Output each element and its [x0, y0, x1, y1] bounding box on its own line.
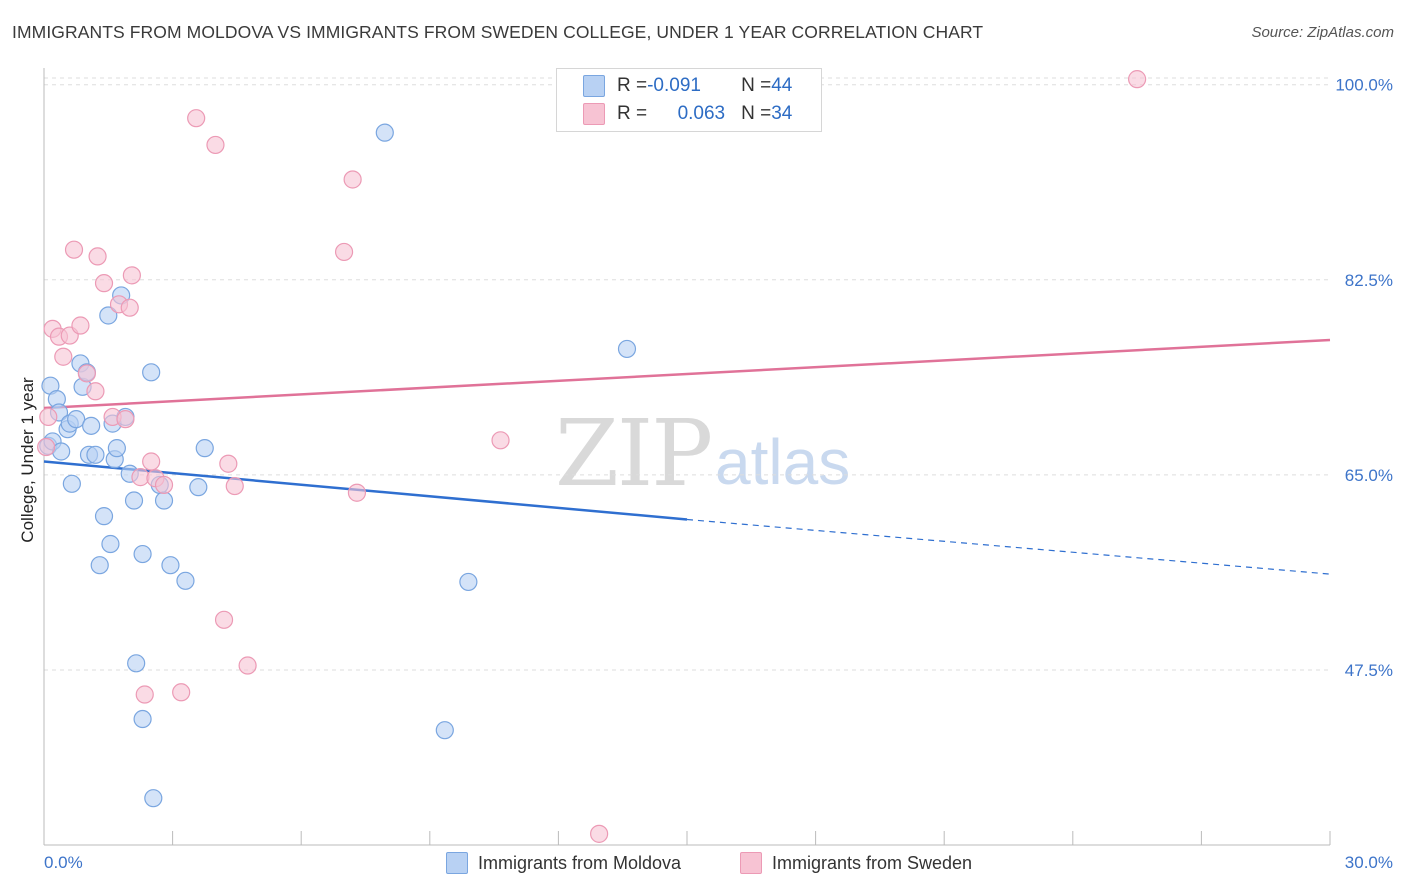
sweden-point: [122, 266, 141, 285]
sweden-point: [172, 683, 191, 702]
moldova-point: [189, 478, 208, 497]
source-label: Source: ZipAtlas.com: [1251, 24, 1394, 41]
moldova-point: [82, 416, 101, 435]
moldova-point: [99, 306, 118, 325]
legend-label-sweden: Immigrants from Sweden: [772, 852, 973, 873]
moldova-point: [101, 534, 120, 554]
sweden-swatch: [740, 852, 762, 874]
r-value: -0.091: [647, 75, 701, 96]
moldova-point: [90, 556, 109, 575]
chart-title: IMMIGRANTS FROM MOLDOVA VS IMMIGRANTS FR…: [12, 22, 984, 42]
n-value: 34: [771, 103, 793, 124]
sweden-swatch: [583, 103, 605, 125]
moldova-point: [195, 439, 214, 458]
sweden-point: [94, 274, 114, 293]
tick-labels: 47.5% 65.0% 82.5% 100.0% 0.0% 30.0%: [44, 76, 1393, 872]
y-axis-label: College, Under 1 year: [18, 377, 37, 543]
sweden-point: [39, 407, 58, 427]
sweden-point: [88, 247, 107, 266]
n-label: N =: [741, 103, 772, 124]
stats-row-sweden: R = 0.063 N = 34: [583, 101, 792, 127]
sweden-point: [347, 483, 367, 502]
sweden-point: [491, 431, 510, 450]
watermark-zip: ZIP: [555, 400, 713, 507]
sweden-point: [206, 135, 225, 155]
sweden-point: [131, 468, 150, 487]
moldova-point: [617, 339, 637, 359]
legend: Immigrants from Moldova Immigrants from …: [0, 852, 1406, 880]
moldova-point: [107, 439, 126, 458]
moldova-swatch: [446, 852, 468, 874]
sweden-point: [135, 685, 154, 704]
moldova-point: [52, 442, 71, 461]
x-tick-label: 30.0%: [1345, 853, 1393, 872]
moldova-point: [161, 556, 180, 575]
sweden-point: [86, 382, 105, 401]
r-value: 0.063: [677, 103, 726, 124]
moldova-point: [144, 789, 163, 808]
sweden-point: [1127, 70, 1147, 89]
n-label: N =: [741, 75, 772, 96]
sweden-point: [64, 240, 84, 259]
r-label: R =: [617, 75, 648, 96]
moldova-point: [176, 571, 195, 590]
sweden-point: [219, 454, 238, 473]
sweden-point: [77, 364, 96, 383]
axes: [43, 68, 1331, 846]
sweden-point: [116, 410, 135, 429]
sweden-point: [154, 475, 174, 495]
moldova-point: [86, 445, 105, 464]
stats-row-moldova: R = -0.091 N = 44: [583, 73, 792, 99]
moldova-point: [375, 123, 394, 142]
moldova-point: [133, 709, 152, 729]
x-tick-label: 0.0%: [44, 853, 83, 872]
legend-label-moldova: Immigrants from Moldova: [478, 852, 682, 873]
moldova-point: [142, 363, 161, 382]
moldova-point: [459, 572, 478, 592]
moldova-point: [154, 491, 174, 510]
watermark-atlas: atlas: [715, 426, 851, 498]
moldova-point: [94, 507, 114, 526]
sweden-point: [142, 452, 161, 471]
sweden-point: [71, 316, 90, 335]
sweden-point: [334, 242, 354, 262]
r-label: R =: [617, 103, 648, 124]
sweden-point: [54, 347, 73, 366]
data-points: [37, 70, 1147, 843]
moldova-trend-line-extension: [686, 518, 1331, 575]
legend-item-moldova[interactable]: Immigrants from Moldova: [446, 852, 681, 874]
moldova-point: [133, 544, 152, 564]
y-tick-label: 100.0%: [1335, 76, 1393, 95]
legend-item-sweden[interactable]: Immigrants from Sweden: [740, 852, 972, 874]
moldova-point: [62, 474, 81, 493]
trend-lines: [43, 338, 1331, 575]
moldova-point: [435, 721, 454, 740]
stats-box: R = -0.091 N = 44 R = 0.063 N = 34: [556, 68, 822, 132]
moldova-point: [67, 410, 86, 429]
sweden-point: [238, 656, 257, 675]
moldova-point: [124, 491, 144, 510]
moldova-swatch: [583, 75, 605, 97]
sweden-point: [214, 610, 234, 629]
sweden-point: [187, 109, 206, 128]
moldova-point: [127, 654, 146, 673]
y-tick-label: 47.5%: [1345, 661, 1393, 680]
sweden-trend-line: [43, 338, 1331, 410]
sweden-point: [343, 170, 362, 189]
n-value: 44: [771, 75, 793, 96]
sweden-point: [225, 476, 244, 496]
y-tick-label: 65.0%: [1345, 466, 1393, 485]
sweden-point: [590, 824, 609, 843]
sweden-point: [120, 298, 139, 317]
y-tick-label: 82.5%: [1345, 271, 1393, 290]
sweden-point: [37, 437, 56, 457]
